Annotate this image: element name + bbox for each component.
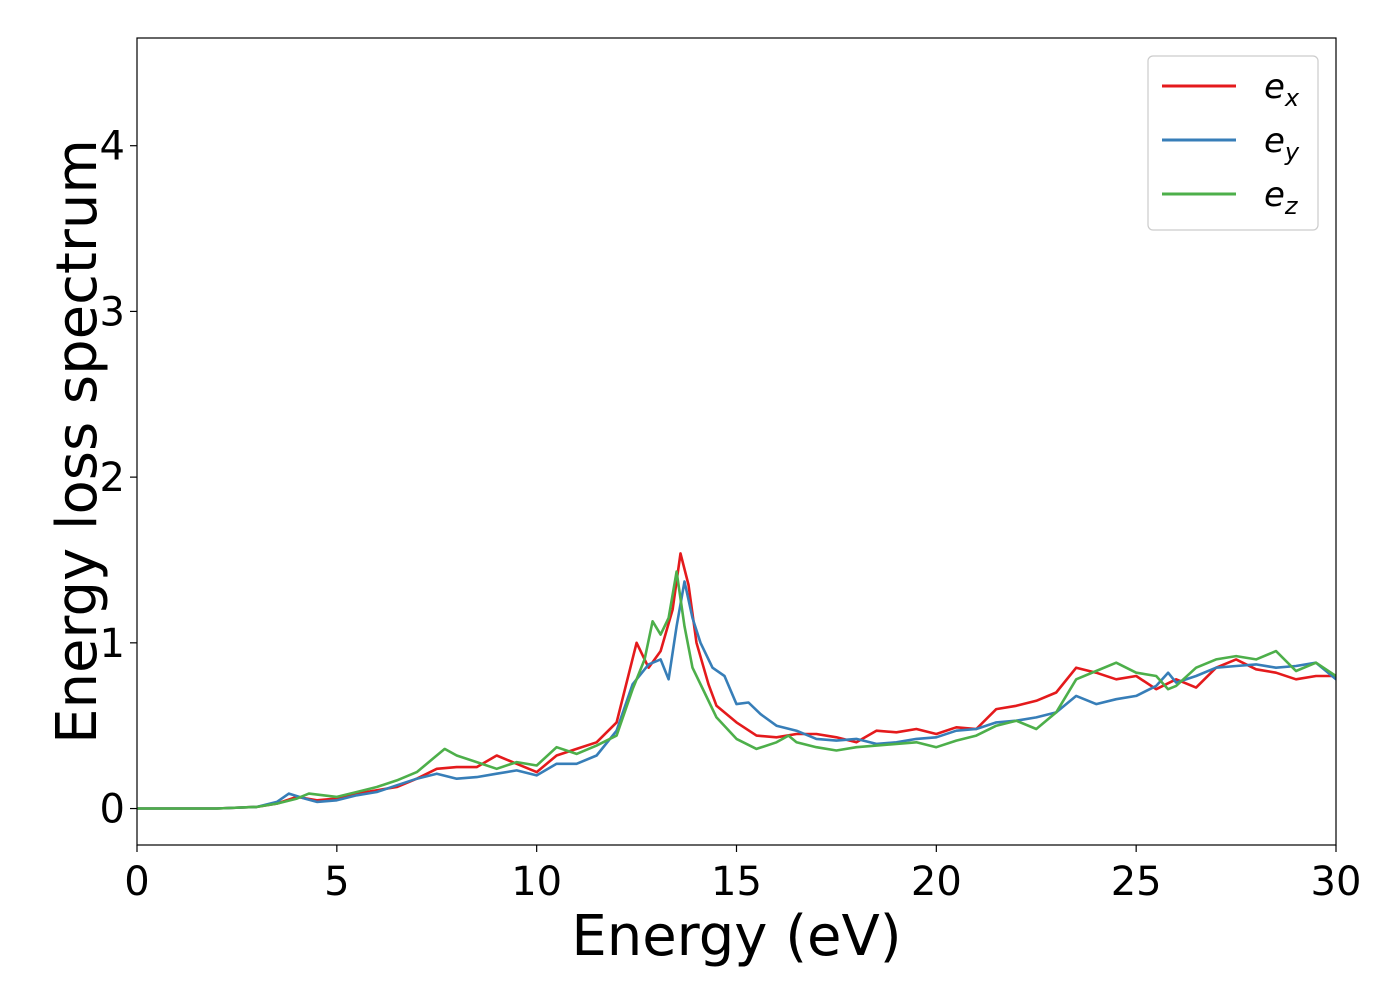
y-tick-label: 2 bbox=[100, 455, 125, 501]
y-tick-label: 0 bbox=[100, 787, 125, 833]
x-axis-label: Energy (eV) bbox=[571, 904, 901, 969]
x-axis: 0 5 10 15 20 25 30 bbox=[124, 845, 1361, 905]
series-line-ey bbox=[137, 580, 1336, 810]
y-tick-label: 1 bbox=[100, 621, 125, 667]
series-line-ez bbox=[137, 570, 1336, 810]
legend: ex ey ez bbox=[1147, 55, 1319, 231]
y-tick-label: 3 bbox=[100, 289, 125, 335]
y-axis: 0 1 2 3 4 bbox=[100, 124, 137, 833]
legend-label-ez: ez bbox=[1264, 175, 1299, 220]
legend-box bbox=[1147, 55, 1319, 231]
x-tick-label: 0 bbox=[124, 859, 149, 905]
x-tick-label: 30 bbox=[1311, 859, 1362, 905]
x-tick-label: 20 bbox=[911, 859, 962, 905]
x-tick-label: 25 bbox=[1111, 859, 1162, 905]
y-axis-label: Energy loss spectrum bbox=[45, 139, 110, 744]
x-tick-label: 15 bbox=[711, 859, 762, 905]
x-tick-label: 10 bbox=[511, 859, 562, 905]
y-tick-label: 4 bbox=[100, 124, 125, 170]
series-layer bbox=[137, 552, 1336, 810]
x-tick-label: 5 bbox=[324, 859, 349, 905]
legend-label-ex: ex bbox=[1264, 67, 1300, 112]
legend-label-ey: ey bbox=[1264, 121, 1300, 166]
